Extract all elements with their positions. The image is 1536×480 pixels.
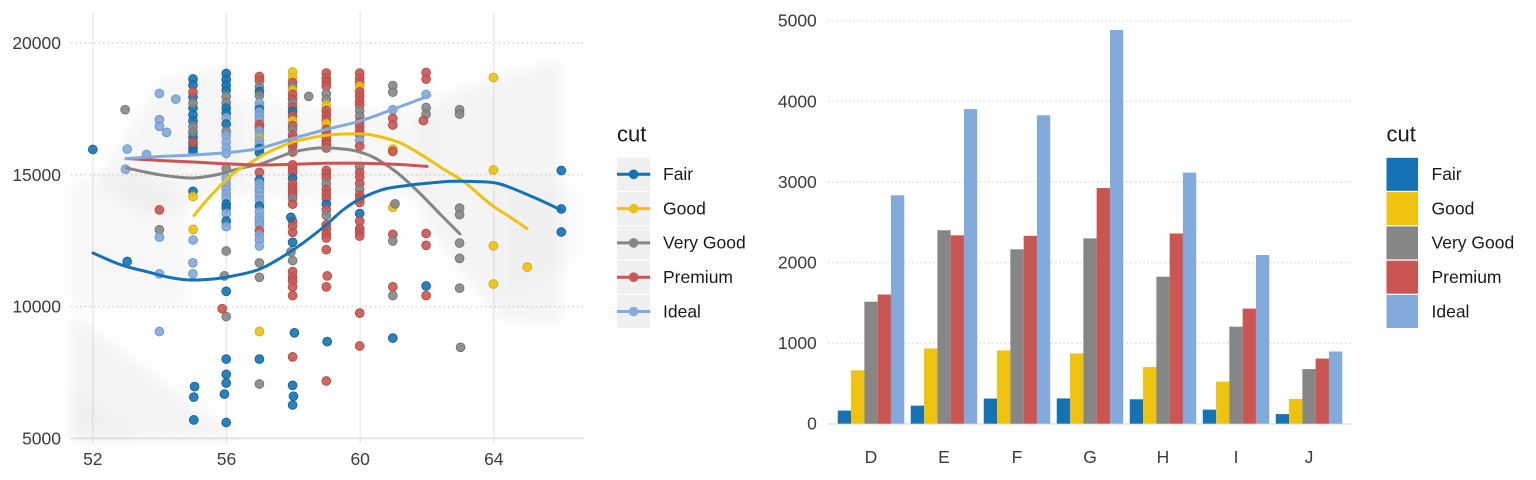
svg-text:52: 52: [83, 449, 102, 469]
svg-text:1000: 1000: [778, 333, 817, 353]
svg-text:60: 60: [350, 449, 370, 469]
svg-text:3000: 3000: [778, 172, 817, 192]
svg-text:64: 64: [484, 449, 504, 469]
svg-text:J: J: [1305, 447, 1314, 467]
svg-text:Premium: Premium: [1432, 267, 1502, 287]
svg-text:10000: 10000: [12, 297, 61, 317]
svg-text:Good: Good: [1432, 198, 1475, 218]
svg-text:0: 0: [807, 414, 817, 434]
svg-text:D: D: [865, 447, 878, 467]
svg-text:F: F: [1012, 447, 1023, 467]
svg-text:4000: 4000: [778, 91, 817, 111]
svg-text:15000: 15000: [12, 165, 61, 185]
svg-text:5000: 5000: [22, 429, 61, 449]
svg-text:Ideal: Ideal: [1432, 301, 1470, 321]
svg-text:Premium: Premium: [663, 267, 733, 287]
svg-text:56: 56: [217, 449, 236, 469]
svg-text:Very Good: Very Good: [663, 233, 746, 253]
svg-text:E: E: [938, 447, 950, 467]
svg-text:Ideal: Ideal: [663, 301, 701, 321]
svg-text:20000: 20000: [12, 33, 61, 53]
svg-text:2000: 2000: [778, 253, 817, 273]
svg-text:Very Good: Very Good: [1432, 233, 1515, 253]
svg-text:I: I: [1234, 447, 1239, 467]
svg-text:5000: 5000: [778, 11, 817, 31]
svg-text:Fair: Fair: [663, 164, 693, 184]
svg-text:Fair: Fair: [1432, 164, 1462, 184]
svg-text:G: G: [1083, 447, 1097, 467]
svg-text:Good: Good: [663, 198, 706, 218]
svg-text:H: H: [1157, 447, 1170, 467]
svg-text:cut: cut: [617, 122, 646, 147]
svg-text:cut: cut: [1387, 122, 1416, 147]
